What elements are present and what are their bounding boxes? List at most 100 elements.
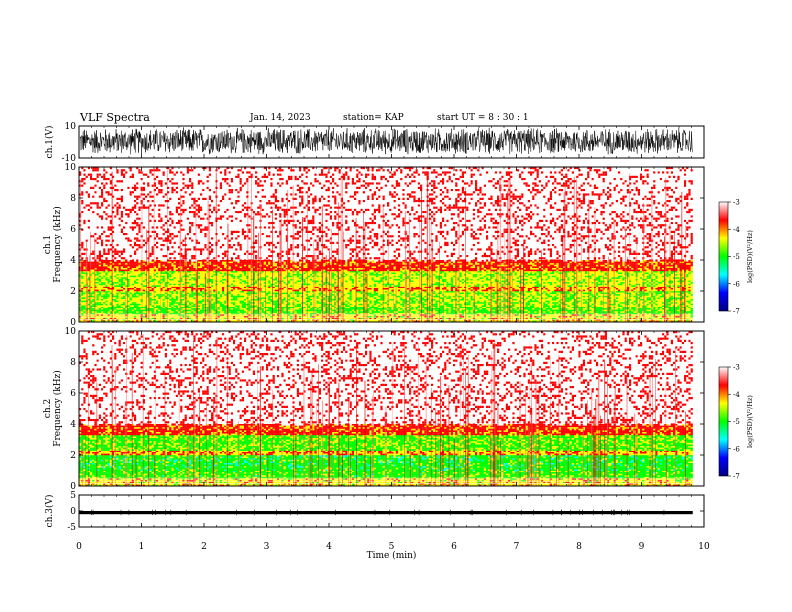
spectro-cell (171, 310, 173, 312)
spectro-cell (374, 310, 376, 312)
spectro-cell (453, 308, 455, 310)
spectro-cell (633, 291, 635, 293)
spectro-cell (345, 293, 347, 295)
spectro-cell (323, 294, 325, 296)
spectro-cell (358, 293, 360, 295)
spectro-cell (288, 294, 290, 296)
spectro-cell (244, 296, 246, 298)
spectro-cell (530, 311, 532, 313)
spectro-cell (350, 310, 352, 312)
spectro-cell (537, 310, 539, 312)
spectro-cell (202, 308, 204, 310)
spectro-cell (548, 293, 550, 295)
spectro-cell (319, 308, 321, 310)
spectro-cell (653, 294, 655, 296)
spectro-cell (543, 310, 545, 312)
spectro-cell (528, 291, 530, 293)
spectro-cell (231, 310, 233, 312)
spectro-cell (589, 310, 591, 312)
spectro-cell (339, 291, 341, 293)
spectro-cell (534, 293, 536, 295)
spectro-cell (248, 293, 250, 295)
spectro-cell (416, 294, 418, 296)
spectro-cell (339, 293, 341, 295)
spectro-cell (339, 310, 341, 312)
spectro-cell (136, 311, 138, 313)
spectro-cell (121, 296, 123, 298)
spectro-cell (116, 308, 118, 310)
spectro-cell (198, 294, 200, 296)
spectro-cell (372, 296, 374, 298)
spectro-cell (539, 308, 541, 310)
spectro-cell (138, 310, 140, 312)
spectro-cell (171, 294, 173, 296)
spectro-cell (299, 310, 301, 312)
spectro-cell (193, 293, 195, 295)
spectro-cell (552, 293, 554, 295)
spectro-cell (567, 294, 569, 296)
spectro-cell (222, 310, 224, 312)
spectro-cell (482, 296, 484, 298)
spectro-cell (189, 294, 191, 296)
spectro-cell (350, 294, 352, 296)
spectro-cell (596, 293, 598, 295)
spectro-cell (213, 291, 215, 293)
spectro-cell (554, 291, 556, 293)
spectro-cell (530, 291, 532, 293)
spectro-cell (361, 296, 363, 298)
spectro-cell (242, 294, 244, 296)
spectro-cell (268, 296, 270, 298)
spectro-cell (451, 294, 453, 296)
spectro-cell (411, 291, 413, 293)
spectro-cell (391, 311, 393, 313)
spectro-cell (671, 308, 673, 310)
spectro-cell (248, 311, 250, 313)
spectro-cell (99, 311, 101, 313)
spectro-cell (235, 294, 237, 296)
spectro-cell (515, 311, 517, 313)
spectro-cell (545, 291, 547, 293)
spectro-cell (660, 291, 662, 293)
spectro-cell (385, 310, 387, 312)
spectro-cell (347, 296, 349, 298)
spectro-cell (589, 294, 591, 296)
spectro-cell (402, 293, 404, 295)
spectro-cell (484, 296, 486, 298)
spectro-cell (376, 310, 378, 312)
spectro-cell (400, 291, 402, 293)
spectro-cell (152, 311, 154, 313)
spectro-cell (655, 308, 657, 310)
spectro-cell (475, 311, 477, 313)
spectro-cell (149, 296, 151, 298)
spectro-cell (332, 296, 334, 298)
spectro-cell (191, 310, 193, 312)
spectro-cell (156, 294, 158, 296)
spectro-cell (218, 311, 220, 313)
spectro-cell (231, 294, 233, 296)
spectro-cell (669, 293, 671, 295)
spectro-cell (512, 294, 514, 296)
spectro-cell (572, 311, 574, 313)
spectro-cell (266, 308, 268, 310)
spectro-cell (281, 294, 283, 296)
spectro-cell (237, 291, 239, 293)
spectro-cell (378, 310, 380, 312)
spectro-cell (339, 308, 341, 310)
spectro-cell (585, 311, 587, 313)
spectro-cell (152, 308, 154, 310)
spectro-cell (132, 294, 134, 296)
spectro-cell (299, 311, 301, 313)
spectro-cell (275, 308, 277, 310)
spectro-cell (512, 293, 514, 295)
spectro-cell (444, 311, 446, 313)
spectro-cell (163, 294, 165, 296)
spectro-cell (677, 294, 679, 296)
spectro-cell (224, 308, 226, 310)
spectro-cell (592, 294, 594, 296)
spectro-cell (323, 310, 325, 312)
spectro-cell (596, 294, 598, 296)
spectro-cell (378, 308, 380, 310)
spectro-cell (319, 310, 321, 312)
spectro-cell (231, 293, 233, 295)
spectro-cell (438, 308, 440, 310)
